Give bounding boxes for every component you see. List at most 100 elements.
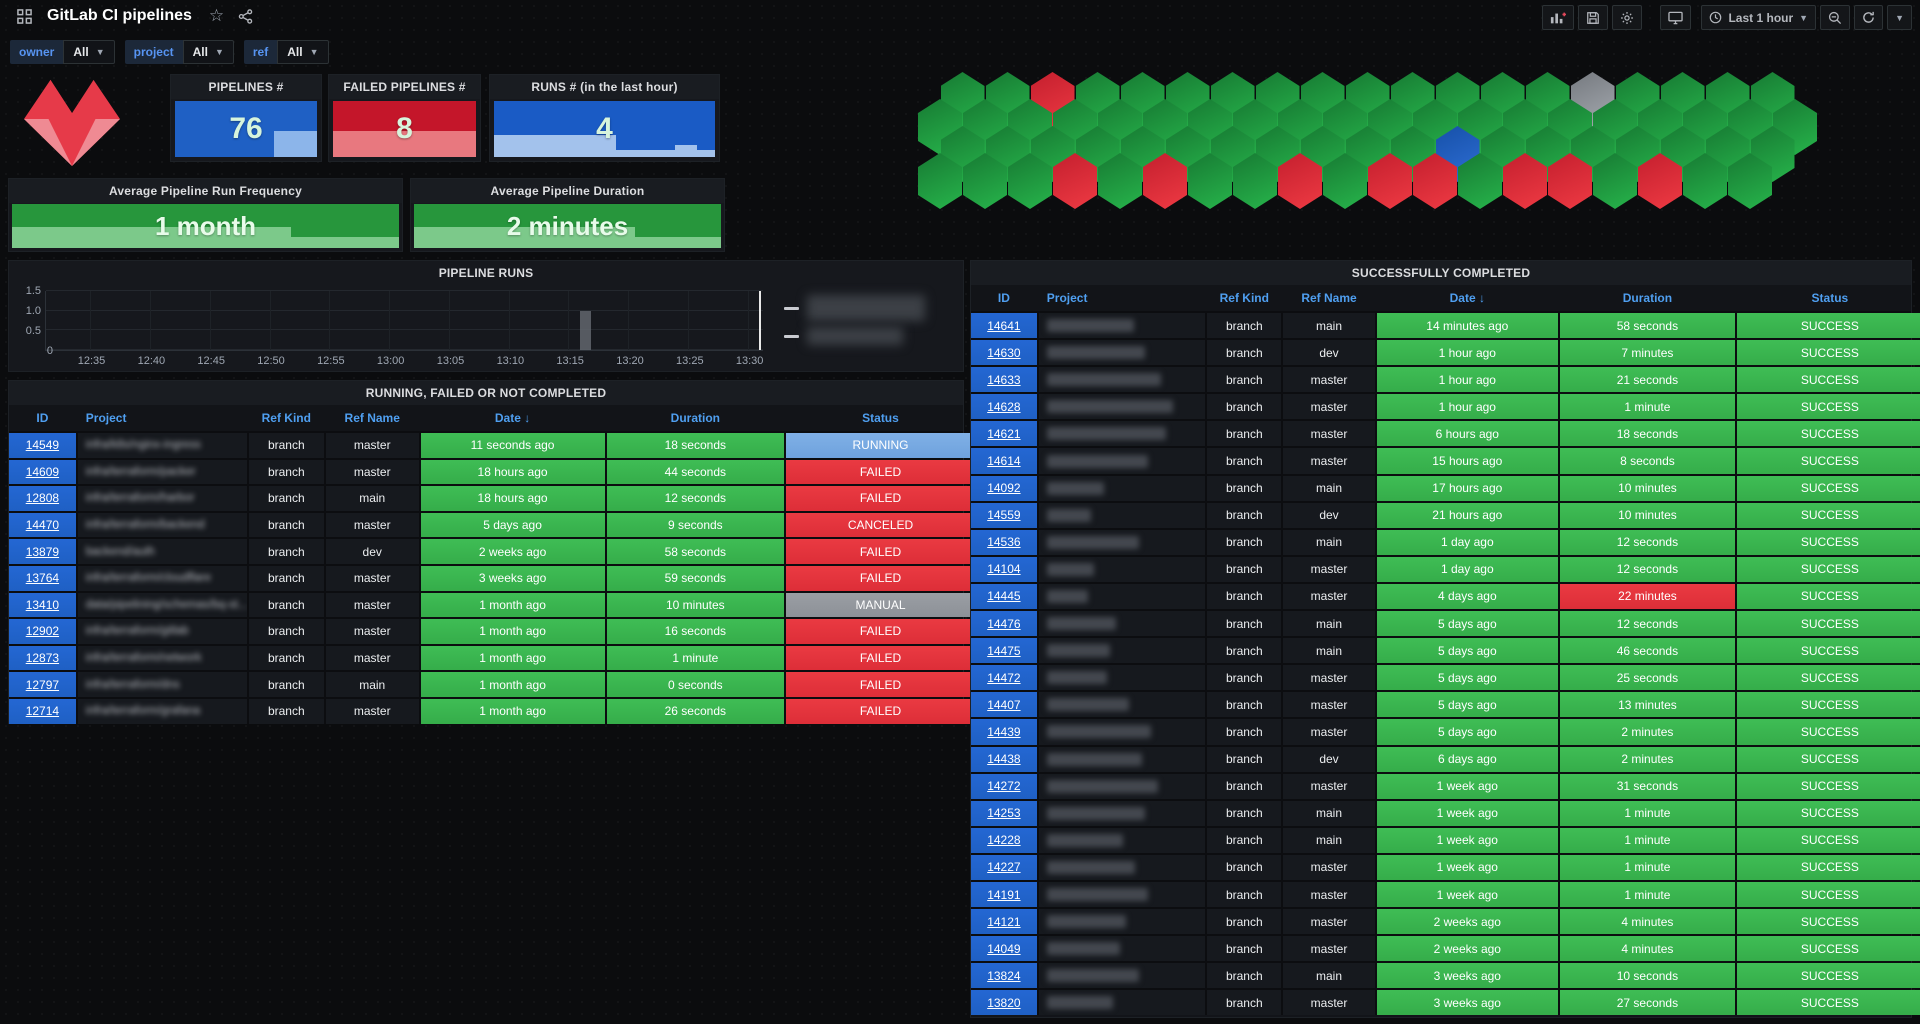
- pipeline-id-cell[interactable]: 12714: [9, 698, 76, 724]
- pipeline-id-cell[interactable]: 14476: [971, 611, 1037, 637]
- pipeline-id-cell[interactable]: 14253: [971, 800, 1037, 826]
- column-header-project[interactable]: Project: [85, 411, 127, 425]
- hexagon-failed[interactable]: [1278, 153, 1322, 209]
- hexagon-success[interactable]: [1323, 153, 1367, 209]
- pipeline-id-cell[interactable]: 13879: [9, 539, 76, 564]
- pipeline-id-cell[interactable]: 14228: [971, 827, 1037, 853]
- column-header-duration[interactable]: Duration: [1622, 291, 1673, 305]
- grid-line: [448, 291, 450, 350]
- refresh-button[interactable]: [1854, 5, 1884, 30]
- pipeline-id-cell[interactable]: 13764: [9, 565, 76, 591]
- pipeline-id-cell[interactable]: 12808: [9, 486, 76, 511]
- pipeline-id-cell[interactable]: 14438: [971, 746, 1037, 772]
- hexagon-success[interactable]: [1683, 153, 1727, 209]
- pipeline-id-cell[interactable]: 14445: [971, 583, 1037, 610]
- hexagon-failed[interactable]: [1053, 153, 1097, 209]
- column-header-refkind[interactable]: Ref Kind: [1219, 291, 1269, 305]
- project-cell: backend/auth: [77, 539, 247, 564]
- zoom-out-button[interactable]: [1820, 5, 1851, 30]
- column-header-status[interactable]: Status: [1811, 291, 1849, 305]
- hexagon-failed[interactable]: [1638, 153, 1682, 209]
- pipeline-id-cell[interactable]: 14121: [971, 909, 1037, 935]
- ref-kind-cell: branch: [248, 433, 324, 458]
- pipeline-id-cell[interactable]: 14609: [9, 459, 76, 485]
- pipeline-id-cell[interactable]: 14407: [971, 692, 1037, 718]
- pipeline-id-cell[interactable]: 14475: [971, 638, 1037, 664]
- pipeline-id-cell[interactable]: 14272: [971, 773, 1037, 799]
- star-icon[interactable]: ☆: [208, 6, 225, 25]
- hexagon-failed[interactable]: [1503, 153, 1547, 209]
- date-cell: 5 days ago: [1376, 638, 1558, 664]
- column-header-refkind[interactable]: Ref Kind: [261, 411, 311, 425]
- ref-kind-cell: branch: [1207, 936, 1282, 962]
- stat-panel-title: FAILED PIPELINES #: [329, 75, 480, 99]
- pipeline-id-cell[interactable]: 14049: [971, 936, 1037, 962]
- pipeline-id-cell[interactable]: 13820: [971, 990, 1037, 1016]
- pipeline-id-cell[interactable]: 12902: [9, 619, 76, 644]
- redacted-project-name: [1046, 942, 1120, 956]
- hexagon-success[interactable]: [1728, 153, 1772, 209]
- project-name: infra/terraform/cloudflare: [85, 572, 212, 585]
- legend-item[interactable]: [784, 327, 954, 345]
- pipeline-id-cell[interactable]: 14104: [971, 556, 1037, 582]
- chart-bar[interactable]: [580, 310, 592, 350]
- column-header-date[interactable]: Date ↓: [1449, 291, 1485, 305]
- settings-gear-button[interactable]: [1612, 5, 1643, 30]
- pipeline-id-cell[interactable]: 14191: [971, 881, 1037, 908]
- column-header-project[interactable]: Project: [1046, 291, 1088, 305]
- pipeline-id-cell[interactable]: 12797: [9, 672, 76, 697]
- variable-value-dropdown[interactable]: All ▼: [63, 40, 115, 64]
- column-header-date[interactable]: Date ↓: [494, 411, 531, 425]
- pipeline-id-cell[interactable]: 14470: [9, 512, 76, 538]
- project-cell: [1038, 340, 1206, 366]
- share-icon[interactable]: [238, 8, 253, 24]
- pipeline-id-cell[interactable]: 14641: [971, 313, 1037, 339]
- column-header-id[interactable]: ID: [997, 291, 1010, 305]
- hexagon-failed[interactable]: [1413, 153, 1457, 209]
- column-header-refname[interactable]: Ref Name: [344, 411, 400, 425]
- column-header-refname[interactable]: Ref Name: [1301, 291, 1357, 305]
- hexagon-success[interactable]: [1233, 153, 1277, 209]
- hexagon-failed[interactable]: [1143, 153, 1187, 209]
- pipeline-id-cell[interactable]: 14621: [971, 421, 1037, 447]
- tv-mode-button[interactable]: [1660, 5, 1692, 30]
- pipeline-id-cell[interactable]: 13824: [971, 963, 1037, 989]
- pipeline-id-cell[interactable]: 14628: [971, 394, 1037, 420]
- column-header-duration[interactable]: Duration: [670, 411, 720, 425]
- hexagon-failed[interactable]: [1368, 153, 1412, 209]
- pipeline-id-cell[interactable]: 14227: [971, 854, 1037, 880]
- project-cell: [1038, 394, 1206, 420]
- hexagon-failed[interactable]: [1548, 153, 1592, 209]
- ref-name-cell: main: [1283, 529, 1375, 555]
- apps-grid-icon[interactable]: [17, 8, 32, 24]
- template-variables: owner All ▼ project All ▼ ref All ▼: [10, 40, 329, 64]
- hexagon-success[interactable]: [1593, 153, 1637, 209]
- time-range-picker[interactable]: Last 1 hour ▼: [1701, 5, 1817, 30]
- pipeline-id-cell[interactable]: 14633: [971, 367, 1037, 393]
- pipeline-id-cell[interactable]: 14630: [971, 340, 1037, 366]
- pipeline-id-cell[interactable]: 14472: [971, 665, 1037, 691]
- save-dashboard-button[interactable]: [1578, 5, 1609, 30]
- variable-value-dropdown[interactable]: All ▼: [277, 40, 329, 64]
- pipeline-id-cell[interactable]: 14614: [971, 448, 1037, 474]
- add-panel-button[interactable]: [1542, 5, 1575, 30]
- column-header-status[interactable]: Status: [862, 411, 899, 425]
- column-header-id[interactable]: ID: [36, 411, 49, 425]
- pipeline-id-cell[interactable]: 14559: [971, 502, 1037, 528]
- hexagon-success[interactable]: [1188, 153, 1232, 209]
- legend-item[interactable]: [784, 295, 954, 321]
- pipeline-id-cell[interactable]: 14092: [971, 475, 1037, 501]
- average-stat-panel: Average Pipeline Duration 2 minutes: [410, 178, 725, 252]
- variable-label: ref: [243, 40, 278, 64]
- project-cell: [1038, 583, 1206, 610]
- pipeline-id-cell[interactable]: 12873: [9, 645, 76, 671]
- date-cell: 3 weeks ago: [420, 565, 605, 591]
- pipeline-id-cell[interactable]: 13410: [9, 592, 76, 618]
- hexagon-success[interactable]: [1098, 153, 1142, 209]
- variable-value-dropdown[interactable]: All ▼: [182, 40, 234, 64]
- refresh-interval-dropdown[interactable]: ▼: [1887, 5, 1912, 30]
- pipeline-id-cell[interactable]: 14536: [971, 529, 1037, 555]
- hexagon-success[interactable]: [1458, 153, 1502, 209]
- pipeline-id-cell[interactable]: 14549: [9, 433, 76, 458]
- pipeline-id-cell[interactable]: 14439: [971, 719, 1037, 745]
